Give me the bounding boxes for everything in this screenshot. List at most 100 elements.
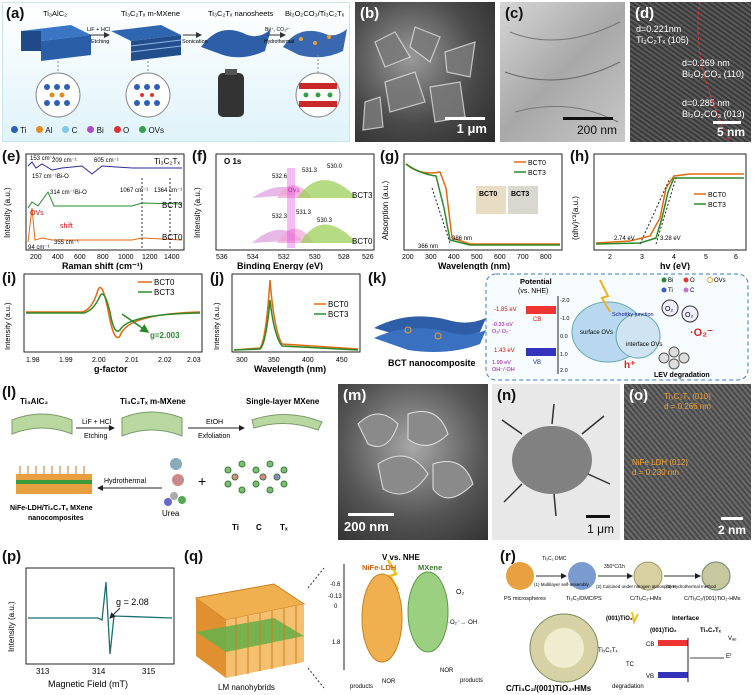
svg-text:shift: shift [60,223,73,230]
light-bolt-icon [599,279,611,313]
panel-label: (j) [210,270,225,287]
svg-text:g=2.003: g=2.003 [150,331,180,340]
svg-text:1.8: 1.8 [332,640,341,646]
svg-text:526: 526 [362,254,374,261]
svg-text:600: 600 [494,254,506,261]
svg-text:VB: VB [533,360,541,366]
svg-text:530: 530 [309,254,321,261]
svg-text:BCT3: BCT3 [511,191,529,198]
panel-label: (e) [2,148,21,165]
scale-bar [445,117,485,120]
svg-text:Magnetic Field (mT): Magnetic Field (mT) [48,679,128,689]
svg-text:BCT3: BCT3 [528,170,546,177]
svg-text:Bi: Bi [668,278,673,284]
svg-text:MXene: MXene [418,563,442,572]
urea-molecule-icon [164,492,186,506]
svg-text:Ti₃C₂/DMC/PS: Ti₃C₂/DMC/PS [566,596,602,602]
stage-label: Ti₃AlC₂ [43,9,67,18]
svg-text:200: 200 [30,254,42,261]
svg-text:hv (eV): hv (eV) [660,261,690,270]
svg-text:300: 300 [236,357,248,364]
svg-text:157 cm⁻¹Bi-O: 157 cm⁻¹Bi-O [32,174,69,180]
svg-text:C/Ti₃C₂/(001)TiO₂-HMs: C/Ti₃C₂/(001)TiO₂-HMs [684,596,741,602]
metal-ion-icon [170,458,182,470]
panel-label: (m) [343,387,367,404]
svg-text:314 cm⁻¹Bi-O: 314 cm⁻¹Bi-O [50,190,87,196]
svg-text:0: 0 [334,604,338,610]
panel-label: (f) [192,148,207,165]
svg-text:EtOH: EtOH [206,419,223,426]
panel-label: (g) [380,148,400,165]
panel-label: (i) [2,270,17,287]
panel-m-sem-image: (m) 200 nm [338,384,488,540]
svg-text:BCT3: BCT3 [162,201,183,210]
nanohybrid-block-icon [194,583,306,678]
svg-text:605 cm⁻¹: 605 cm⁻¹ [94,158,119,164]
svg-text:500: 500 [471,254,483,261]
svg-text:800: 800 [97,254,109,261]
svg-text:2.74 eV: 2.74 eV [614,236,635,242]
panel-l-ldh-synthesis: (l) Ti₃AlC₂ Ti₃C₂Tₓ m-MXene Single-layer… [2,384,332,540]
tio2-sphere-icon [701,561,731,591]
svg-text:209 cm⁻¹: 209 cm⁻¹ [52,158,77,164]
svg-text:2.02: 2.02 [158,357,172,364]
vial-photo-icon [218,73,244,117]
svg-text:1.99: 1.99 [59,357,73,364]
svg-text:OH⁻/·OH: OH⁻/·OH [492,367,515,373]
atom-legend: Bi O OVs Ti C [661,277,726,294]
svg-text:BCT0: BCT0 [328,300,349,309]
svg-text:400: 400 [52,254,64,261]
svg-text:-0.13: -0.13 [328,594,342,600]
panel-e-raman-chart: (e) 153 cm⁻¹ 209 cm⁻¹ 605 cm⁻¹ Ti₃C₂Tₓ 157… [2,148,190,270]
etched-layers-icon [111,25,182,61]
svg-text:3.28 eV: 3.28 eV [660,236,681,242]
svg-text:O₂: O₂ [665,306,673,313]
svg-text:NOR: NOR [440,668,454,674]
svg-text:CB: CB [533,317,541,323]
svg-text:h⁺: h⁺ [624,360,635,371]
panel-label: (h) [570,148,590,165]
svg-text:2.03: 2.03 [187,357,201,364]
svg-text:BCT3: BCT3 [352,191,373,200]
svg-text:1.99 eV: 1.99 eV [492,360,511,366]
panel-p-epr-chart: (p) g = 2.08 Intensity (a.u.) 313 314 315… [2,548,178,693]
svg-text:Bi³⁺, CO₃²⁻: Bi³⁺, CO₃²⁻ [265,27,291,33]
svg-text:4: 4 [672,254,676,261]
plane-text: Bi₂O₂CO₃ (013) [682,109,745,119]
svg-text:O 1s: O 1s [224,157,242,166]
svg-text:degradation: degradation [612,684,644,690]
panel-label: (q) [184,548,204,565]
panel-b-sem-image: (b) 1 μm [355,2,495,142]
d-spacing-text: d=0.269 nm [682,58,730,68]
panel-label: (k) [368,270,387,287]
svg-text:530.0: 530.0 [327,164,343,170]
synthesis-scheme: Ti₃AlC₂ Ti₃C₂Tₓ m-MXene Ti₃C₂Tₓ nanoshee… [21,9,347,118]
svg-text:94 cm⁻¹: 94 cm⁻¹ [28,245,50,251]
svg-text:C: C [690,288,695,294]
svg-text:Intensity (a.u.): Intensity (a.u.) [7,601,16,652]
svg-text:700: 700 [517,254,529,261]
panel-j-pl-chart: (j) BCT0 BCT3 Intensity (a.u.) 300 350 40… [210,270,365,374]
panel-label: (a) [6,5,25,22]
svg-text:BCT0: BCT0 [528,160,546,167]
svg-text:NiFe-LDH: NiFe-LDH [362,563,396,572]
svg-text:Ti: Ti [232,523,239,532]
svg-text:Ti: Ti [668,288,673,294]
svg-text:(3) Hydrothermal method: (3) Hydrothermal method [666,584,717,589]
svg-text:-0.6: -0.6 [330,582,341,588]
legend-item: C [62,126,77,135]
svg-text:Hydrothermal: Hydrothermal [264,39,294,45]
svg-text:-1.0: -1.0 [560,316,569,322]
scale-label: 5 nm [716,125,745,139]
svg-text:C/Ti₃C₂/(001)TiO₂-HMs: C/Ti₃C₂/(001)TiO₂-HMs [506,684,592,693]
svg-text:0.0: 0.0 [560,334,568,340]
panel-f-xps-chart: (f) O 1s 531.3 530.0 532.6 OVs 532.3 531.3 … [192,148,378,270]
svg-text:532.6: 532.6 [272,174,288,180]
panel-r-hollow-microsphere-scheme: (r) Ti₃C₂ DMC 350°C/1h (1) Multilayer se… [500,548,751,693]
nanosheet-icon [201,29,271,58]
svg-text:VB: VB [646,674,654,680]
svg-text:O₂: O₂ [685,312,693,319]
panel-h-tauc-chart: (h) 2.74 eV 3.28 eV BCT0 BCT3 (αhv)¹′²(a.… [570,148,751,270]
svg-text:OVs: OVs [30,210,44,217]
svg-text:NiFe-LDH/Ti₃C₂Tₓ MXene: NiFe-LDH/Ti₃C₂Tₓ MXene [10,505,93,512]
